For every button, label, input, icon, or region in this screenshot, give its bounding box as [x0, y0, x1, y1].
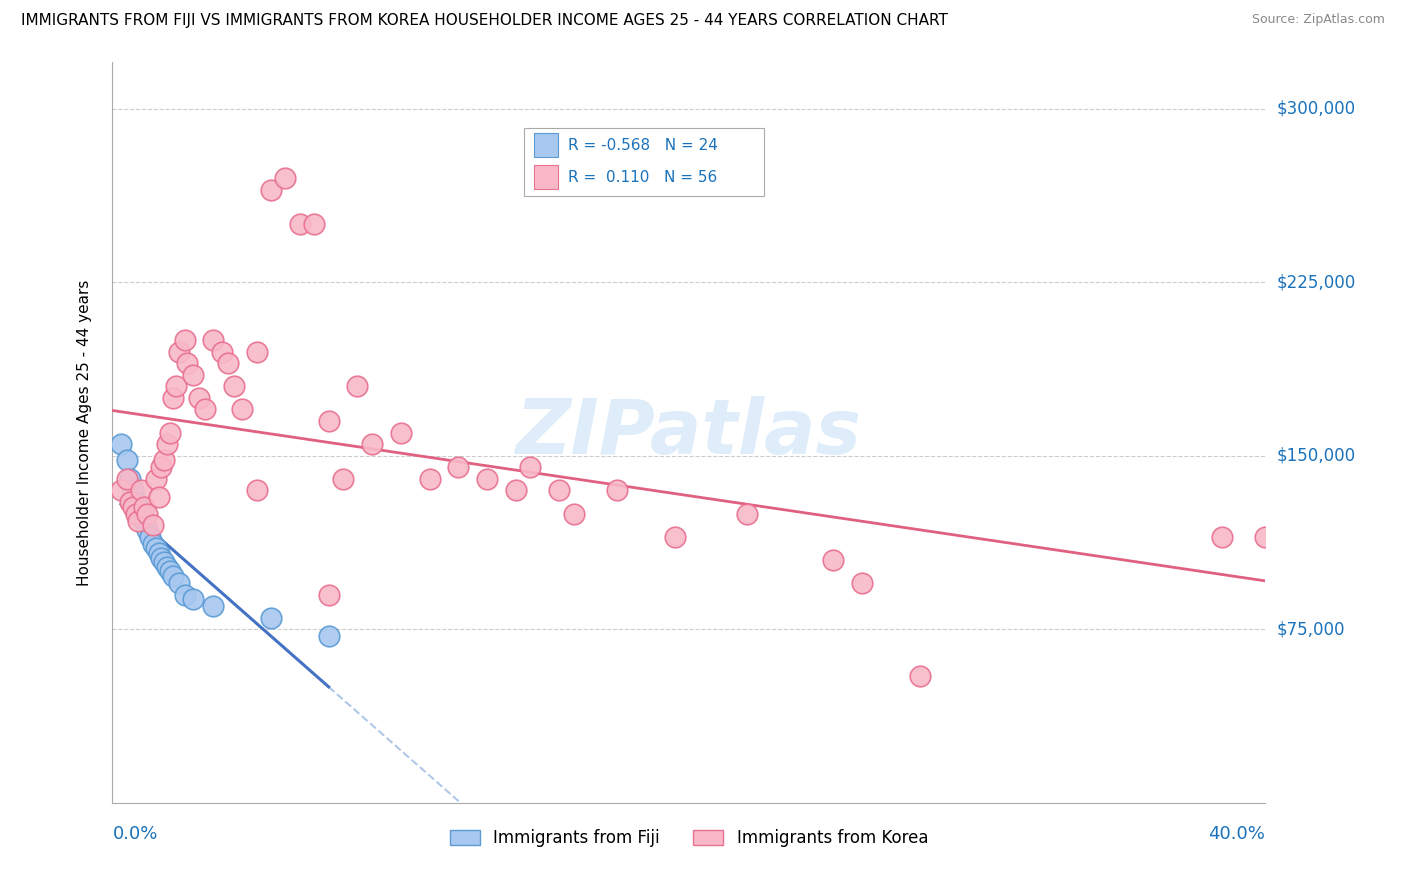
Point — [150, 550, 173, 565]
Point — [139, 530, 162, 544]
Point — [821, 553, 844, 567]
Text: $150,000: $150,000 — [1277, 447, 1355, 465]
Point — [361, 437, 384, 451]
Point — [153, 555, 176, 569]
Point — [118, 495, 141, 509]
Text: R =  0.110   N = 56: R = 0.110 N = 56 — [568, 170, 717, 186]
Point — [159, 565, 181, 579]
Point — [167, 344, 190, 359]
Point — [129, 507, 153, 521]
Point — [173, 333, 195, 347]
Point — [136, 523, 159, 537]
Point — [304, 218, 326, 232]
Text: 0.0%: 0.0% — [112, 825, 157, 843]
Point — [202, 599, 225, 614]
Point — [260, 183, 283, 197]
Point — [167, 576, 190, 591]
Point — [121, 483, 143, 498]
Point — [505, 483, 527, 498]
Point — [127, 500, 149, 514]
Point — [156, 437, 179, 451]
Point — [217, 356, 239, 370]
Point — [118, 472, 141, 486]
Point — [318, 414, 340, 428]
Point — [246, 344, 269, 359]
Point — [246, 483, 269, 498]
Point — [159, 425, 181, 440]
Point — [127, 514, 149, 528]
Point — [202, 333, 225, 347]
Point — [346, 379, 368, 393]
Point — [1254, 530, 1277, 544]
Point — [153, 453, 176, 467]
Point — [136, 507, 159, 521]
Point — [477, 472, 499, 486]
Point — [145, 541, 167, 556]
Point — [562, 507, 585, 521]
Bar — [534, 133, 558, 157]
Point — [162, 391, 184, 405]
Point — [148, 546, 170, 560]
Point — [110, 437, 132, 451]
Point — [389, 425, 412, 440]
Point — [134, 500, 156, 514]
Point — [181, 592, 204, 607]
Text: 40.0%: 40.0% — [1209, 825, 1265, 843]
Point — [419, 472, 441, 486]
Point — [148, 491, 170, 505]
Point — [115, 453, 138, 467]
Point — [156, 559, 179, 574]
Point — [211, 344, 233, 359]
Point — [165, 379, 187, 393]
Point — [288, 218, 311, 232]
Point — [735, 507, 758, 521]
Text: IMMIGRANTS FROM FIJI VS IMMIGRANTS FROM KOREA HOUSEHOLDER INCOME AGES 25 - 44 YE: IMMIGRANTS FROM FIJI VS IMMIGRANTS FROM … — [21, 13, 948, 29]
Point — [129, 483, 153, 498]
Point — [908, 668, 931, 682]
Point — [231, 402, 253, 417]
Point — [162, 569, 184, 583]
Text: R = -0.568   N = 24: R = -0.568 N = 24 — [568, 138, 717, 153]
Point — [150, 460, 173, 475]
Point — [145, 472, 167, 486]
Point — [124, 507, 146, 521]
Point — [194, 402, 217, 417]
Text: $225,000: $225,000 — [1277, 273, 1355, 291]
Point — [134, 514, 156, 528]
Point — [548, 483, 571, 498]
Point — [260, 610, 283, 624]
Y-axis label: Householder Income Ages 25 - 44 years: Householder Income Ages 25 - 44 years — [77, 279, 91, 586]
Point — [274, 171, 297, 186]
Point — [173, 588, 195, 602]
Text: ZIPatlas: ZIPatlas — [516, 396, 862, 469]
Point — [519, 460, 541, 475]
Text: $300,000: $300,000 — [1277, 100, 1355, 118]
Point — [1211, 530, 1233, 544]
Point — [142, 518, 165, 533]
Text: Source: ZipAtlas.com: Source: ZipAtlas.com — [1251, 13, 1385, 27]
Point — [121, 500, 143, 514]
Point — [318, 588, 340, 602]
Point — [124, 495, 146, 509]
Point — [110, 483, 132, 498]
Bar — [534, 165, 558, 189]
Point — [606, 483, 628, 498]
Legend: Immigrants from Fiji, Immigrants from Korea: Immigrants from Fiji, Immigrants from Ko… — [443, 822, 935, 854]
Point — [176, 356, 198, 370]
Point — [222, 379, 245, 393]
Point — [851, 576, 873, 591]
Point — [664, 530, 686, 544]
Point — [142, 536, 165, 550]
Point — [447, 460, 470, 475]
Point — [115, 472, 138, 486]
Point — [188, 391, 211, 405]
Text: $75,000: $75,000 — [1277, 620, 1346, 639]
Point — [332, 472, 354, 486]
Point — [318, 629, 340, 643]
Point — [181, 368, 204, 382]
FancyBboxPatch shape — [524, 128, 765, 196]
